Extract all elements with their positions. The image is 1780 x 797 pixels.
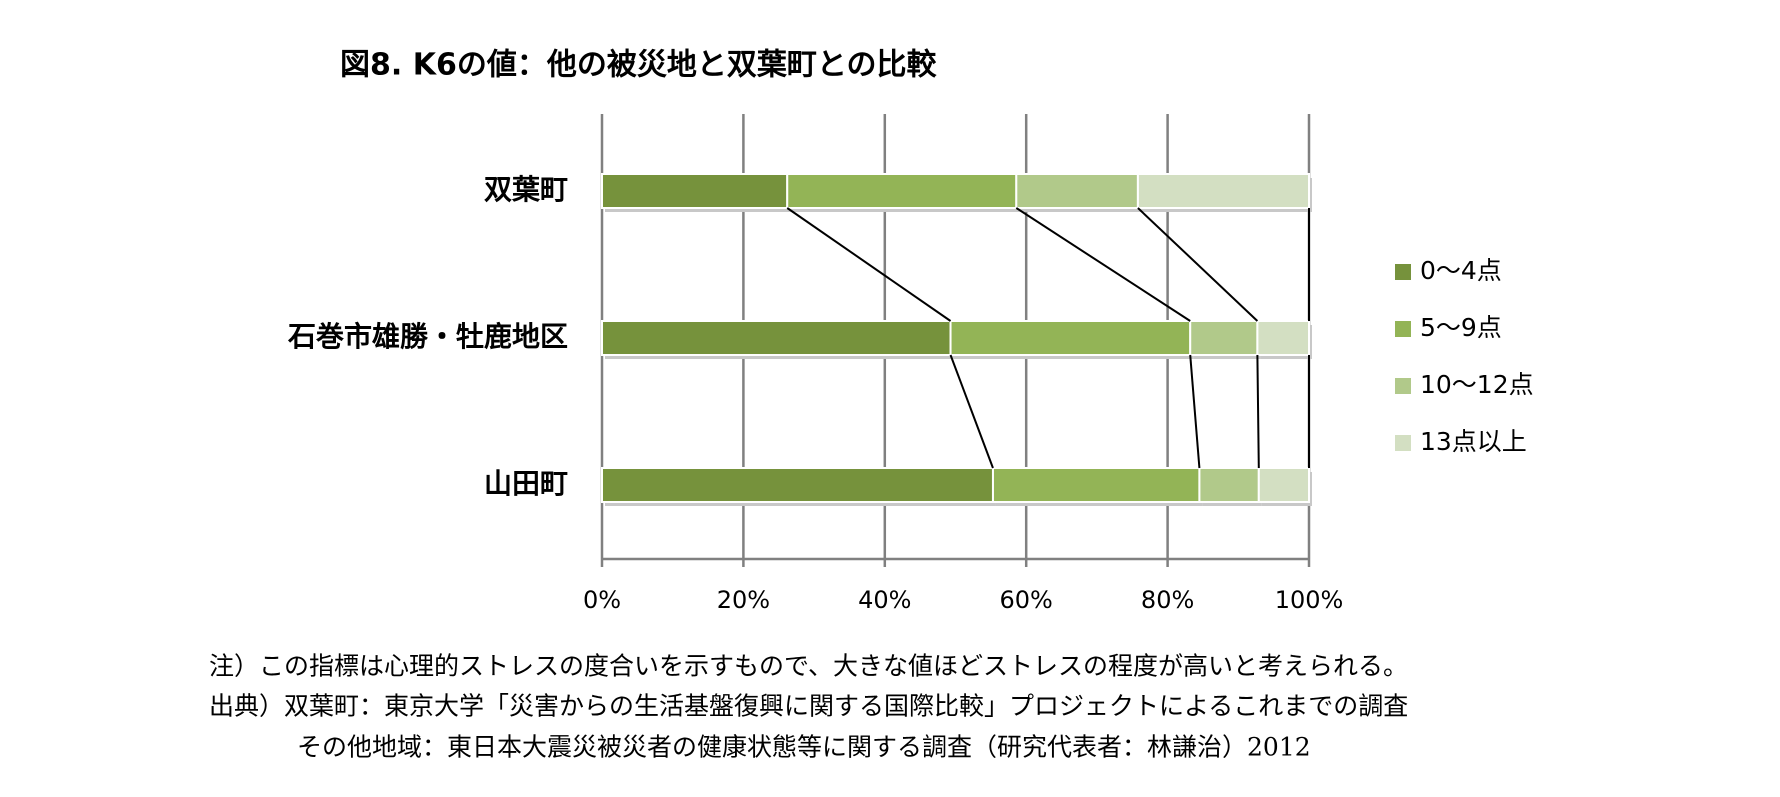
connector-line [1137,207,1259,322]
legend-label: 5〜9点 [1420,313,1502,342]
bar-segment [601,320,952,356]
legend-label: 13点以上 [1420,427,1527,456]
connector-line [786,207,952,322]
connector-line [1015,207,1191,322]
note: 注）この指標は心理的ストレスの度合いを示すもので、大きな値ほどストレスの程度が高… [209,652,1408,681]
x-tick-label: 40% [858,586,911,614]
category-label: 山田町 [484,467,568,500]
category-label: 石巻市雄勝・牡鹿地区 [287,320,568,353]
x-tick-label: 0% [583,586,621,614]
category-label: 双葉町 [484,173,568,206]
chart-title: 図8. K6の値：他の被災地と双葉町との比較 [340,48,938,83]
bar-segment [601,173,789,209]
x-tick-label: 60% [1000,586,1053,614]
legend-label: 10〜12点 [1420,370,1534,399]
legend-swatch [1395,435,1411,451]
connector-line [1256,354,1260,469]
legend-swatch [1395,378,1411,394]
connector-line [949,354,994,469]
bar-segment [991,467,1201,503]
bar-segment [786,173,1018,209]
legend-swatch [1395,321,1411,337]
legend-swatch [1395,264,1411,280]
bar-segment [1256,320,1311,356]
bar-segment [1189,320,1259,356]
connector-line [1189,354,1201,469]
x-tick-label: 20% [717,586,770,614]
legend-label: 0〜4点 [1420,256,1502,285]
bar-segment [949,320,1192,356]
note: その他地域：東日本大震災被災者の健康状態等に関する調査（研究代表者：林謙治）20… [297,733,1311,762]
x-tick-label: 100% [1275,586,1344,614]
x-tick-label: 80% [1141,586,1194,614]
bar-segment [601,467,994,503]
bar-segment [1015,173,1139,209]
bar-segment [1257,467,1310,503]
note: 出典）双葉町：東京大学「災害からの生活基盤復興に関する国際比較」プロジェクトによ… [209,692,1408,721]
bar-segment [1136,173,1310,209]
bar-segment [1198,467,1260,503]
